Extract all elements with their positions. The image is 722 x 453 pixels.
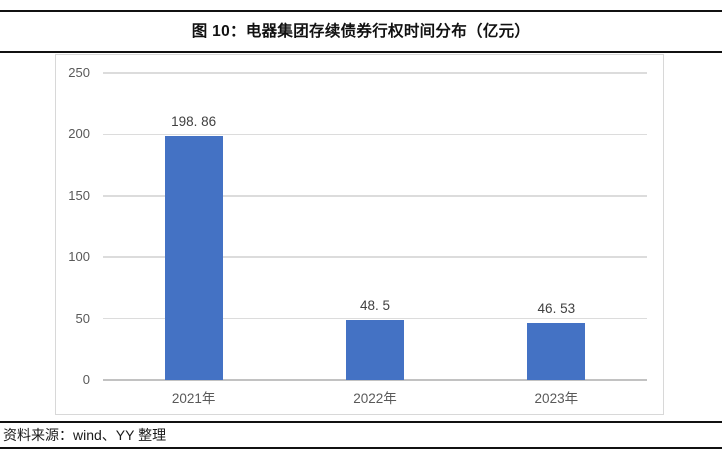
figure-title: 图 10：电器集团存续债券行权时间分布（亿元）: [191, 23, 531, 40]
top-rule: [0, 10, 722, 12]
x-axis-category-label: 2022年: [353, 391, 397, 406]
gridline: [103, 317, 647, 320]
x-axis-category-label: 2023年: [534, 391, 579, 406]
title-divider-rule: [0, 51, 722, 53]
x-axis-category-label: 2021年: [171, 391, 216, 406]
gridline: [103, 195, 647, 197]
y-axis-tick-label: 200: [68, 126, 90, 142]
source-divider-rule: [0, 421, 722, 423]
bar: [164, 135, 223, 380]
bar: [527, 322, 586, 380]
y-axis-tick-label: 250: [68, 65, 90, 80]
y-axis-tick-label: 100: [68, 249, 90, 265]
chart-frame: 0 50 100 150 200 250 198. 86 2021年 48. 5 2022年 46.…: [55, 54, 664, 415]
bar-value-label: 198. 86: [171, 113, 217, 129]
source-note: 资料来源：wind、YY 整理: [3, 427, 167, 443]
gridline: [103, 133, 647, 136]
x-axis-zero-line: [103, 379, 647, 381]
y-axis-tick-label: 150: [68, 187, 90, 203]
gridline: [103, 72, 647, 74]
gridline: [103, 256, 647, 258]
y-axis-tick-label: 0: [82, 372, 90, 387]
bar: [346, 320, 404, 380]
bar-value-label: 46. 53: [537, 300, 576, 316]
bar-value-label: 48. 5: [359, 298, 391, 314]
bottom-rule: [0, 447, 722, 449]
y-axis-tick-label: 50: [75, 310, 90, 326]
